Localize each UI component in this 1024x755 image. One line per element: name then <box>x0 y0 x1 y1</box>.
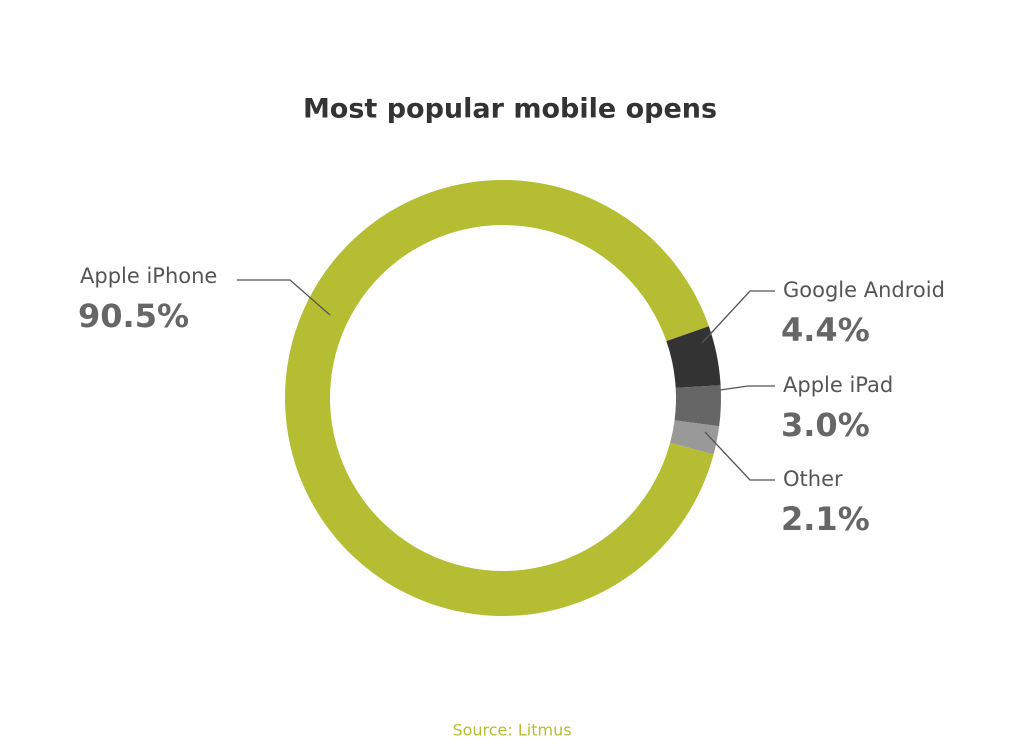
donut-segment <box>674 385 721 427</box>
category-label: Apple iPad <box>783 373 893 397</box>
leader-line <box>704 431 775 481</box>
leader-line <box>701 290 775 344</box>
source: Source: Litmus <box>452 721 571 740</box>
donut-segment <box>670 420 720 455</box>
chart-title: Most popular mobile opens <box>303 94 717 125</box>
leader-line <box>719 385 775 391</box>
leader-line <box>237 279 331 316</box>
donut-segment <box>666 326 721 388</box>
value-label: 4.4% <box>781 311 870 349</box>
value-label: 3.0% <box>781 406 870 444</box>
donut-segment <box>284 179 714 616</box>
category-label: Google Android <box>783 278 945 302</box>
value-label: 90.5% <box>78 297 189 335</box>
category-label: Apple iPhone <box>80 264 217 288</box>
category-label: Other <box>783 467 843 491</box>
value-label: 2.1% <box>781 500 870 538</box>
